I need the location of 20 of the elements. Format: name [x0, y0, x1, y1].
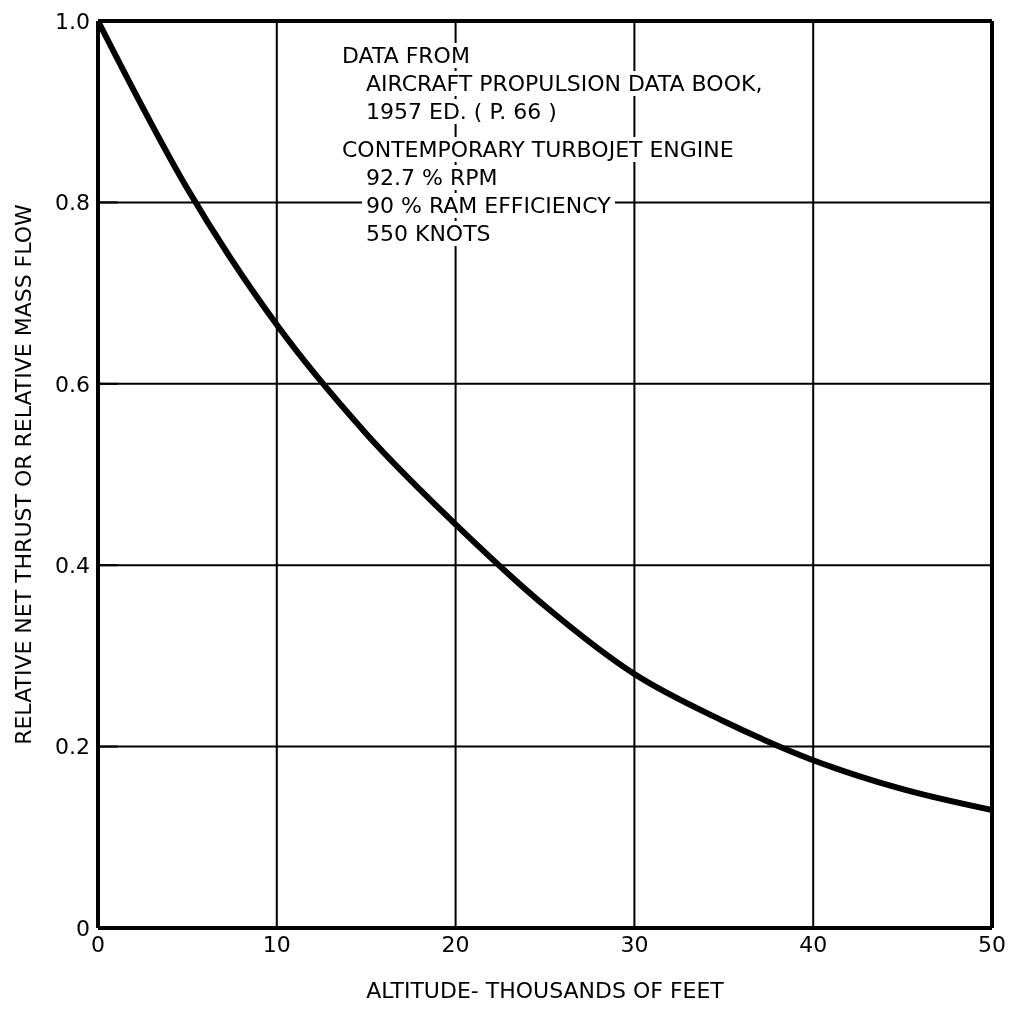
- x-tick-label: 20: [441, 931, 470, 957]
- y-axis-title: RELATIVE NET THRUST OR RELATIVE MASS FLOW: [10, 203, 36, 745]
- x-tick-label: 50: [978, 931, 1006, 957]
- annotation: 1957 ED. ( P. 66 ): [362, 99, 561, 124]
- y-tick-label: 1.0: [55, 8, 90, 34]
- annotation: CONTEMPORARY TURBOJET ENGINE: [338, 137, 738, 162]
- y-tick-label: 0: [76, 915, 90, 941]
- annotation: 90 % RAM EFFICIENCY: [362, 193, 615, 218]
- x-tick-label: 10: [262, 931, 291, 957]
- x-tick-label: 30: [620, 931, 649, 957]
- annotation: 92.7 % RPM: [362, 165, 502, 190]
- annotation: 550 KNOTS: [362, 221, 495, 246]
- x-axis-title: ALTITUDE- THOUSANDS OF FEET: [366, 978, 725, 1003]
- x-tick-label: 40: [799, 931, 828, 957]
- y-tick-label: 0.8: [55, 190, 90, 216]
- annotation: DATA FROM: [338, 43, 474, 68]
- y-tick-label: 0.6: [55, 371, 90, 397]
- y-tick-label: 0.4: [55, 553, 90, 579]
- annotation: AIRCRAFT PROPULSION DATA BOOK,: [362, 71, 767, 96]
- y-tick-label: 0.2: [55, 734, 90, 760]
